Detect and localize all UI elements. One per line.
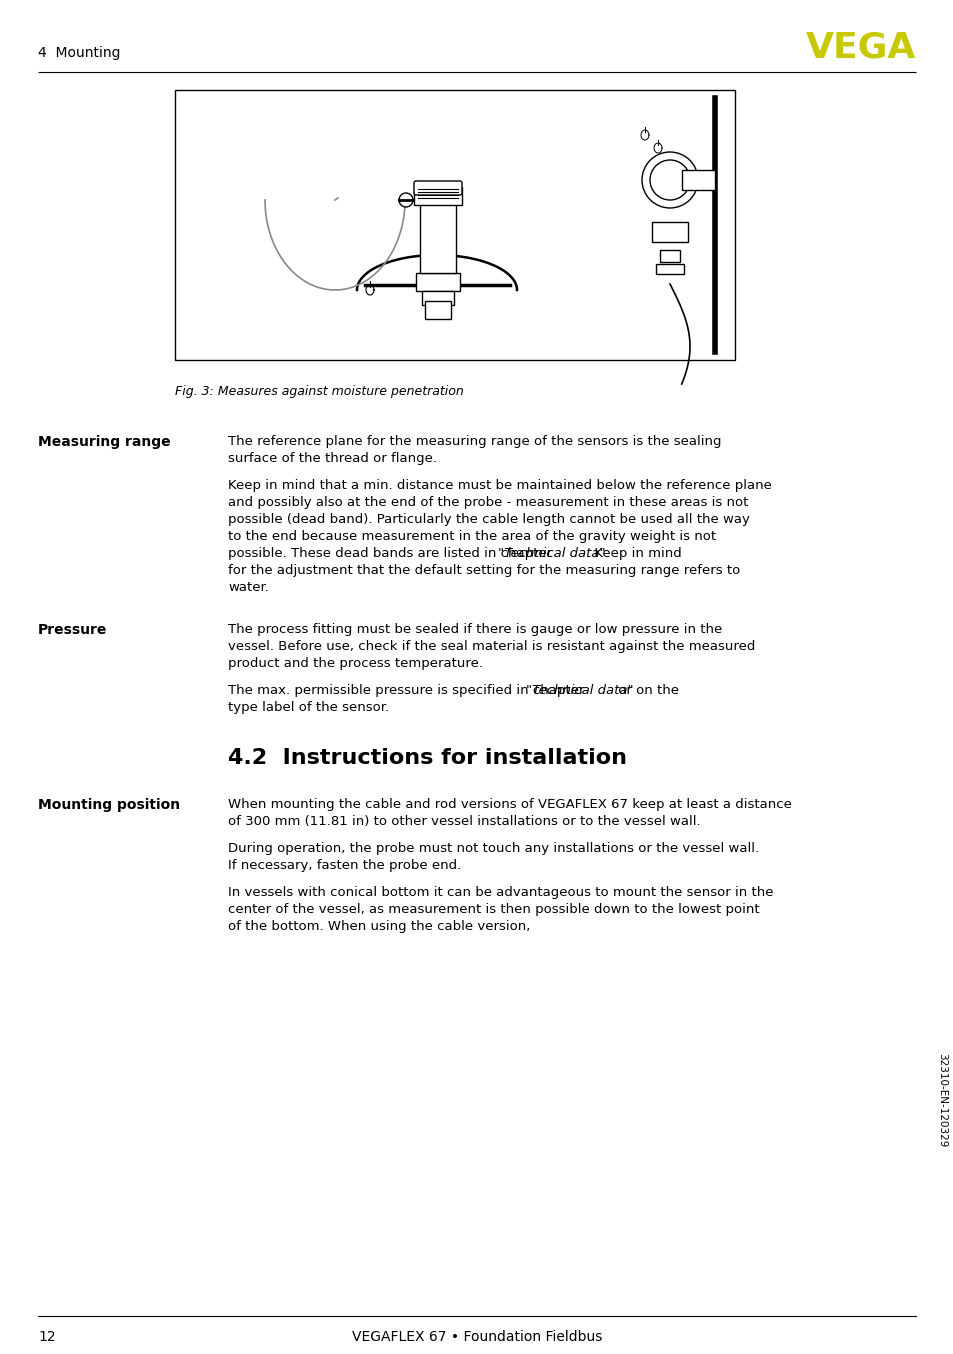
Circle shape bbox=[649, 160, 689, 200]
FancyBboxPatch shape bbox=[414, 181, 461, 195]
Text: VEGA: VEGA bbox=[804, 30, 915, 64]
Bar bbox=[424, 301, 451, 320]
Text: In vessels with conical bottom it can be advantageous to mount the sensor in the: In vessels with conical bottom it can be… bbox=[228, 886, 773, 899]
Text: type label of the sensor.: type label of the sensor. bbox=[228, 701, 389, 714]
Text: VEGAFLEX 67 • Foundation Fieldbus: VEGAFLEX 67 • Foundation Fieldbus bbox=[352, 1330, 601, 1345]
Text: When mounting the cable and rod versions of VEGAFLEX 67 keep at least a distance: When mounting the cable and rod versions… bbox=[228, 798, 791, 811]
Text: possible (dead band). Particularly the cable length cannot be used all the way: possible (dead band). Particularly the c… bbox=[228, 513, 749, 525]
Text: 12: 12 bbox=[38, 1330, 55, 1345]
Text: The process fitting must be sealed if there is gauge or low pressure in the: The process fitting must be sealed if th… bbox=[228, 623, 721, 636]
Bar bbox=[419, 198, 456, 274]
Text: of 300 mm (11.81 in) to other vessel installations or to the vessel wall.: of 300 mm (11.81 in) to other vessel ins… bbox=[228, 815, 700, 829]
Bar bbox=[414, 187, 461, 204]
Text: Pressure: Pressure bbox=[38, 623, 108, 636]
Text: Keep in mind that a min. distance must be maintained below the reference plane: Keep in mind that a min. distance must b… bbox=[228, 479, 771, 492]
Text: . Keep in mind: . Keep in mind bbox=[585, 547, 681, 561]
Text: Measuring range: Measuring range bbox=[38, 435, 171, 450]
Text: surface of the thread or flange.: surface of the thread or flange. bbox=[228, 452, 436, 464]
Text: vessel. Before use, check if the seal material is resistant against the measured: vessel. Before use, check if the seal ma… bbox=[228, 640, 755, 653]
Bar bbox=[174, 89, 734, 360]
Text: 4.2  Instructions for installation: 4.2 Instructions for installation bbox=[228, 747, 626, 768]
Bar bbox=[681, 171, 714, 190]
Text: The max. permissible pressure is specified in chapter: The max. permissible pressure is specifi… bbox=[228, 684, 588, 697]
Circle shape bbox=[398, 194, 413, 207]
Bar bbox=[656, 264, 683, 274]
Bar bbox=[416, 274, 459, 291]
Text: If necessary, fasten the probe end.: If necessary, fasten the probe end. bbox=[228, 858, 460, 872]
Text: to the end because measurement in the area of the gravity weight is not: to the end because measurement in the ar… bbox=[228, 529, 716, 543]
Text: for the adjustment that the default setting for the measuring range refers to: for the adjustment that the default sett… bbox=[228, 565, 740, 577]
Text: During operation, the probe must not touch any installations or the vessel wall.: During operation, the probe must not tou… bbox=[228, 842, 759, 854]
Text: The reference plane for the measuring range of the sensors is the sealing: The reference plane for the measuring ra… bbox=[228, 435, 720, 448]
Text: and possibly also at the end of the probe - measurement in these areas is not: and possibly also at the end of the prob… bbox=[228, 496, 747, 509]
Text: product and the process temperature.: product and the process temperature. bbox=[228, 657, 482, 670]
Text: Fig. 3: Measures against moisture penetration: Fig. 3: Measures against moisture penetr… bbox=[174, 385, 463, 398]
Bar bbox=[651, 222, 687, 242]
Text: center of the vessel, as measurement is then possible down to the lowest point: center of the vessel, as measurement is … bbox=[228, 903, 759, 917]
Text: "Technical data": "Technical data" bbox=[497, 547, 605, 561]
Text: water.: water. bbox=[228, 581, 269, 594]
Bar bbox=[659, 250, 679, 263]
Text: Mounting position: Mounting position bbox=[38, 798, 180, 812]
Text: "Technical data": "Technical data" bbox=[525, 684, 633, 697]
Text: possible. These dead bands are listed in chapter: possible. These dead bands are listed in… bbox=[228, 547, 556, 561]
Text: of the bottom. When using the cable version,: of the bottom. When using the cable vers… bbox=[228, 919, 530, 933]
Text: 4  Mounting: 4 Mounting bbox=[38, 46, 120, 60]
Text: 32310-EN-120329: 32310-EN-120329 bbox=[936, 1053, 946, 1147]
Circle shape bbox=[641, 152, 698, 209]
Text: or on the: or on the bbox=[613, 684, 678, 697]
Bar bbox=[421, 291, 454, 305]
